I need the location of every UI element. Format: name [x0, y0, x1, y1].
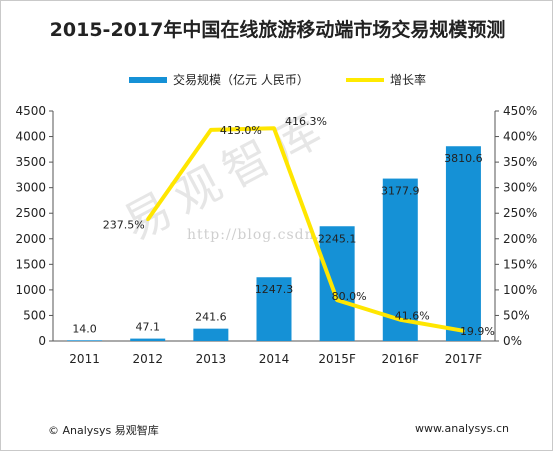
- y-right-tick-label: 0%: [503, 334, 522, 348]
- bar-data-label: 14.0: [72, 322, 97, 335]
- y-left-tick-label: 0: [38, 334, 46, 348]
- bar: [67, 340, 103, 341]
- bar: [256, 277, 292, 341]
- bar: [445, 146, 481, 341]
- y-right-tick-label: 150%: [503, 257, 537, 271]
- y-left-tick-label: 3500: [15, 155, 46, 169]
- y-right-tick-label: 100%: [503, 283, 537, 297]
- x-tick-label: 2012: [132, 352, 163, 366]
- growth-point: [398, 318, 402, 322]
- y-left-tick-label: 4000: [15, 130, 46, 144]
- growth-data-label: 413.0%: [220, 124, 262, 137]
- growth-point: [209, 128, 213, 132]
- y-right-tick-label: 350%: [503, 155, 537, 169]
- legend-item-line: 增长率: [346, 71, 426, 88]
- y-left-tick-label: 1500: [15, 257, 46, 271]
- growth-point: [272, 126, 276, 130]
- x-tick-label: 2014: [259, 352, 290, 366]
- x-tick-label: 2013: [196, 352, 227, 366]
- bar: [382, 178, 418, 341]
- y-left-tick-label: 2500: [15, 206, 46, 220]
- growth-data-label: 80.0%: [332, 290, 367, 303]
- x-tick-label: 2011: [69, 352, 100, 366]
- bar: [193, 328, 229, 341]
- bar-data-label: 3177.9: [381, 185, 420, 198]
- growth-line: [146, 126, 464, 333]
- y-right-tick-label: 250%: [503, 206, 537, 220]
- legend-swatch-bar: [129, 76, 167, 83]
- growth-point: [335, 298, 339, 302]
- y-right-tick-label: 300%: [503, 181, 537, 195]
- growth-data-label: 416.3%: [285, 115, 327, 128]
- legend-label-bar: 交易规模（亿元 人民币）: [173, 73, 309, 87]
- bar-data-label: 2245.1: [318, 232, 357, 245]
- growth-data-label: 41.6%: [395, 310, 430, 323]
- bar-data-label: 241.6: [195, 311, 227, 324]
- y-left-tick-label: 500: [23, 308, 46, 322]
- y-left-tick-label: 3000: [15, 181, 46, 195]
- chart-title: 2015-2017年中国在线旅游移动端市场交易规模预测: [49, 19, 506, 41]
- bar: [130, 338, 166, 341]
- x-tick-label: 2016F: [382, 352, 420, 366]
- y-right-tick-label: 50%: [503, 308, 530, 322]
- bar-data-label: 47.1: [135, 321, 160, 334]
- growth-point: [146, 218, 150, 222]
- legend: 交易规模（亿元 人民币） 增长率: [1, 71, 552, 88]
- footer-source: © Analysys 易观智库: [48, 424, 159, 437]
- footer-website: www.analysys.cn: [415, 422, 509, 435]
- y-right-tick-label: 200%: [503, 232, 537, 246]
- x-tick-label: 2017F: [445, 352, 483, 366]
- legend-item-bar: 交易规模（亿元 人民币）: [129, 71, 309, 88]
- y-right-tick-label: 400%: [503, 130, 537, 144]
- growth-data-label: 19.9%: [460, 325, 495, 338]
- x-tick-label: 2015F: [318, 352, 356, 366]
- growth-data-label: 237.5%: [103, 219, 145, 232]
- bar-data-label: 3810.6: [444, 152, 483, 165]
- legend-swatch-line: [346, 77, 384, 82]
- growth-point: [461, 329, 465, 333]
- y-left-tick-label: 4500: [15, 104, 46, 118]
- bar-data-label: 1247.3: [255, 283, 294, 296]
- y-right-tick-label: 450%: [503, 104, 537, 118]
- y-left-tick-label: 1000: [15, 283, 46, 297]
- y-left-tick-label: 2000: [15, 232, 46, 246]
- bar: [319, 226, 355, 341]
- legend-label-line: 增长率: [390, 73, 427, 87]
